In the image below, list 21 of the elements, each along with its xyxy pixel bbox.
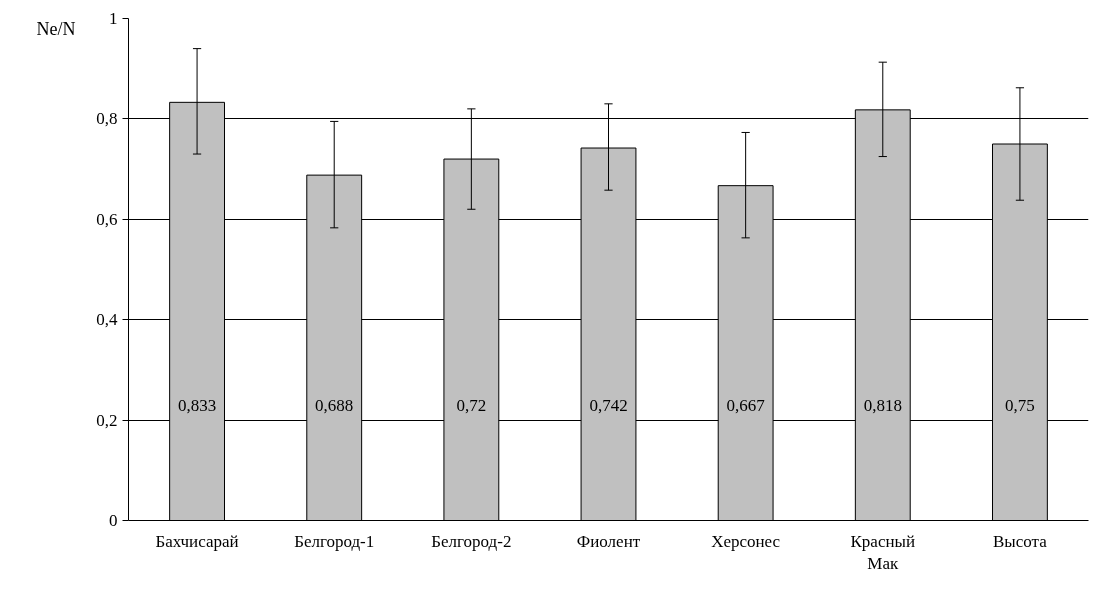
y-tick-label: 1 (109, 9, 118, 28)
y-axis-title: Ne/N (36, 18, 76, 39)
data-label: 0,833 (177, 395, 217, 415)
data-label: 0,818 (863, 395, 902, 415)
data-label: 0,688 (315, 395, 354, 415)
data-label: 0,667 (726, 395, 766, 415)
data-label: 0,75 (1005, 395, 1035, 415)
x-tick-label: Херсонес (711, 531, 781, 551)
data-label: 0,742 (589, 395, 628, 415)
y-tick-label: 0,2 (96, 410, 118, 430)
x-tick-label: Фиолент (576, 531, 641, 551)
x-tick-label: Белгород-2 (431, 531, 512, 551)
data-label: 0,72 (456, 395, 487, 415)
y-tick-label: 0,6 (96, 209, 118, 229)
x-tick-label: Белгород-1 (294, 531, 375, 551)
y-tick-label: 0 (109, 511, 118, 530)
x-tick-label: Бахчисарай (155, 531, 239, 551)
x-tick-label: Красный Мак (850, 531, 916, 574)
y-tick-label: 0,4 (96, 310, 118, 330)
x-tick-label: Высота (993, 531, 1048, 551)
y-tick-label: 0,8 (96, 109, 118, 129)
